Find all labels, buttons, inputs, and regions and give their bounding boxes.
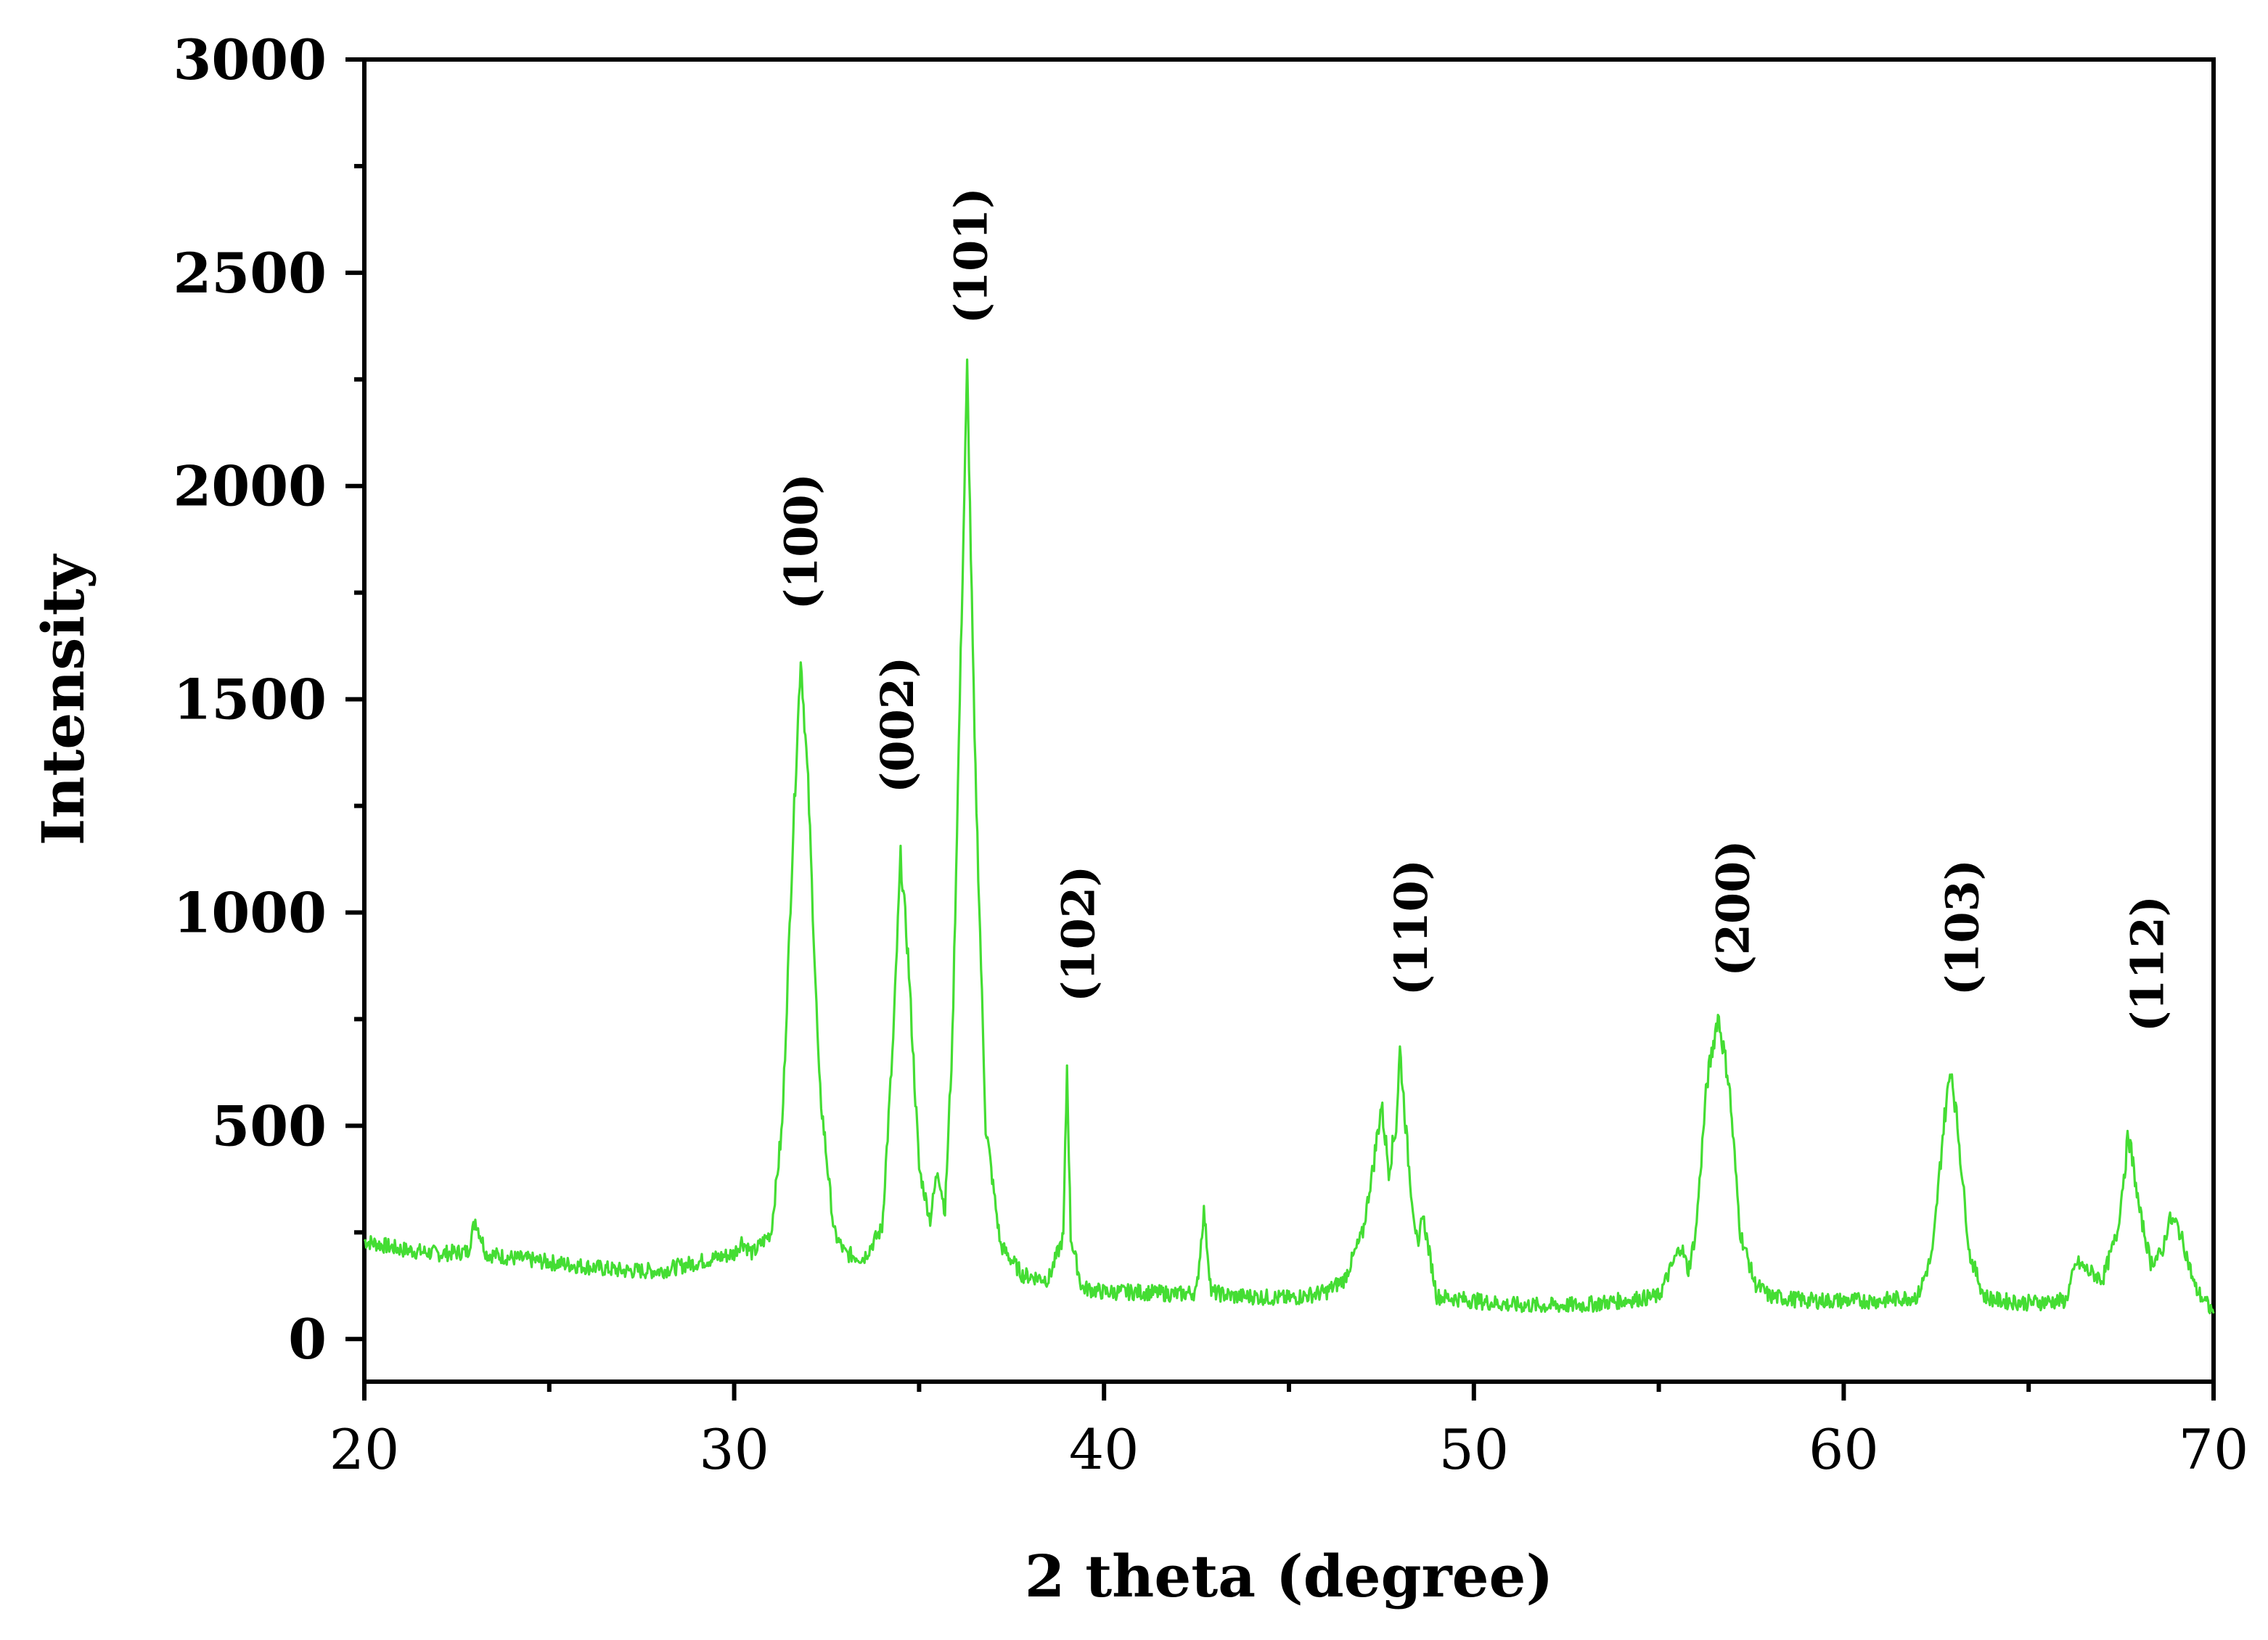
x-axis-title: 2 theta (degree) bbox=[1025, 1542, 1554, 1610]
x-tick-label: 30 bbox=[699, 1417, 769, 1482]
xrd-pattern-line bbox=[363, 358, 2215, 1315]
x-tick-label: 40 bbox=[1069, 1417, 1139, 1482]
x-tick-label: 70 bbox=[2179, 1417, 2249, 1482]
y-tick-label: 2500 bbox=[173, 241, 327, 306]
labels-layer: 20 30 40 50 60 70 0 500 1000 1500 2000 2500 3000 (100… bbox=[173, 28, 2248, 1482]
plot-frame bbox=[362, 57, 2216, 1384]
y-tick-label: 1000 bbox=[173, 880, 327, 945]
peak-label: (101) bbox=[945, 187, 998, 324]
y-tick-label: 0 bbox=[288, 1307, 327, 1372]
y-axis-title: Intensity bbox=[29, 553, 97, 845]
peak-label: (110) bbox=[1385, 859, 1438, 996]
peak-label: (100) bbox=[774, 473, 827, 610]
x-tick-label: 20 bbox=[329, 1417, 400, 1482]
ticks-layer bbox=[345, 57, 2216, 1401]
y-tick-label: 500 bbox=[211, 1094, 327, 1158]
y-tick-label: 2000 bbox=[173, 454, 327, 519]
peak-label: (200) bbox=[1707, 840, 1760, 977]
x-tick-label: 50 bbox=[1438, 1417, 1509, 1482]
y-tick-label: 3000 bbox=[173, 28, 327, 92]
y-tick-label: 1500 bbox=[173, 668, 327, 732]
x-tick-label: 60 bbox=[1809, 1417, 1879, 1482]
peak-label: (112) bbox=[2121, 895, 2174, 1032]
peak-label: (102) bbox=[1052, 866, 1105, 1002]
peak-label: (002) bbox=[871, 657, 924, 793]
peak-label: (103) bbox=[1936, 859, 1989, 996]
